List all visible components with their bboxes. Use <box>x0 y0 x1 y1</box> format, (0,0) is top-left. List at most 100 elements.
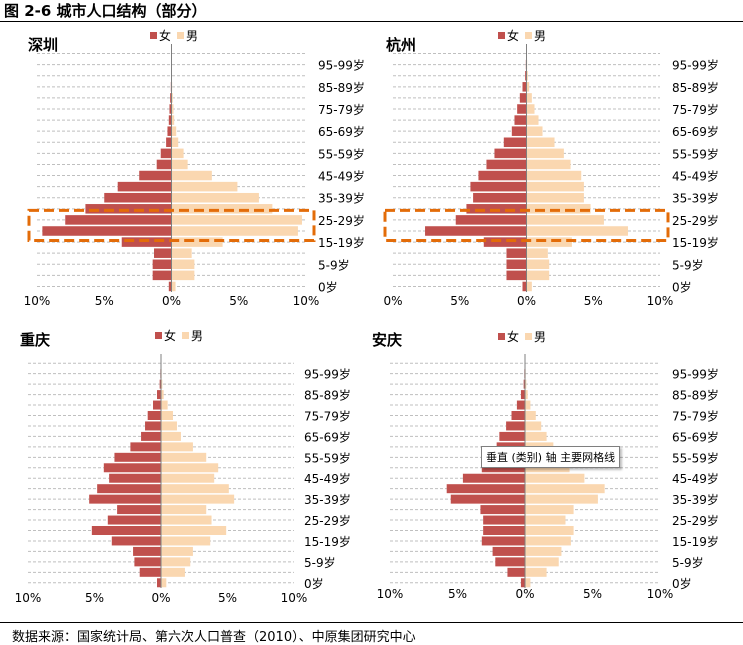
bar-female-55-59岁 <box>160 148 172 159</box>
bar-female-20-24 <box>42 226 172 236</box>
bar-female-65-69岁 <box>167 126 172 136</box>
bar-female-25-29岁 <box>483 515 525 525</box>
age-tick-label: 25-29岁 <box>672 213 719 228</box>
age-tick-label: 55-59岁 <box>318 146 365 161</box>
legend-label: 女 <box>159 28 171 43</box>
bar-female-65-69岁 <box>511 126 527 136</box>
bar-female-15-19岁 <box>483 237 527 247</box>
bar-male-65-69岁 <box>526 126 543 136</box>
bar-male-35-39岁 <box>525 494 598 504</box>
bar-male-5-9岁 <box>525 557 559 567</box>
bar-female-90-94 <box>525 70 527 81</box>
bar-female-45-49岁 <box>139 170 172 181</box>
bar-male-65-69岁 <box>161 431 181 441</box>
legend-label: 女 <box>164 328 176 343</box>
age-tick-label: 45-49岁 <box>672 169 719 184</box>
age-tick-label: 5-9岁 <box>672 555 704 570</box>
bar-male-30-34 <box>525 505 574 515</box>
x-tick-label: 0% <box>151 591 170 605</box>
bar-female-80-84 <box>170 93 172 103</box>
bar-female-85-89岁 <box>522 82 527 92</box>
bar-female-30-34 <box>85 204 172 214</box>
bar-male-80-84 <box>526 93 532 103</box>
bar-female-20-24 <box>483 526 525 535</box>
x-tick-label: 0% <box>517 294 536 308</box>
x-tick-label: 5% <box>448 587 467 601</box>
bar-male-40-44 <box>171 181 238 192</box>
bar-male-85-89岁 <box>526 82 530 92</box>
bar-female-55-59岁 <box>114 452 161 462</box>
x-tick-label: 10% <box>293 294 320 308</box>
bar-female-0岁 <box>157 578 161 588</box>
highlight-box-20-29 <box>383 208 670 243</box>
bar-female-35-39岁 <box>89 494 161 504</box>
age-tick-label: 95-99岁 <box>318 58 365 73</box>
axis-gridline-tooltip: 垂直 (类别) 轴 主要网格线 <box>481 446 621 468</box>
bar-male-60-64 <box>171 137 179 148</box>
age-tick-label: 55-59岁 <box>672 146 719 161</box>
x-tick-label: 10% <box>647 587 674 601</box>
bar-female-65-69岁 <box>499 431 525 441</box>
age-tick-label: 95-99岁 <box>304 367 351 382</box>
bar-male-1-4 <box>171 270 195 281</box>
bar-male-85-89岁 <box>525 390 528 400</box>
age-tick-label: 0岁 <box>672 576 692 591</box>
bar-male-25-29岁 <box>526 215 604 225</box>
bar-female-70-74 <box>168 115 172 125</box>
bar-female-60-64 <box>503 137 527 148</box>
bar-female-1-4 <box>506 270 527 281</box>
pyramid-charts: 深圳女男0岁5-9岁15-19岁25-29岁35-39岁45-49岁55-59岁… <box>15 28 719 605</box>
bar-female-10-14 <box>133 546 161 556</box>
legend-label: 男 <box>534 330 546 344</box>
bar-female-40-44 <box>97 484 161 494</box>
age-tick-label: 5-9岁 <box>672 257 704 272</box>
figure-title: 图 2-6 城市人口结构（部分） <box>4 2 207 20</box>
bar-female-45-49岁 <box>462 473 525 483</box>
bar-male-20-24 <box>526 226 628 236</box>
age-tick-label: 95-99岁 <box>672 58 719 73</box>
title-divider <box>0 21 743 22</box>
bar-female-15-19岁 <box>481 536 525 546</box>
bar-male-90-94 <box>526 70 528 81</box>
bar-female-85-89岁 <box>520 390 525 400</box>
age-tick-label: 85-89岁 <box>672 80 719 95</box>
legend-label: 男 <box>191 329 203 343</box>
bar-female-50-54 <box>103 463 161 473</box>
bar-male-75-79岁 <box>526 104 535 114</box>
bar-female-55-59岁 <box>494 148 527 159</box>
bar-female-75-79岁 <box>511 411 525 420</box>
legend-swatch-female <box>498 333 505 340</box>
bar-male-50-54 <box>161 463 219 473</box>
legend-label: 男 <box>186 29 198 43</box>
chart-title: 杭州 <box>386 36 416 54</box>
bar-female-45-49岁 <box>478 170 527 181</box>
bar-male-30-34 <box>526 204 591 214</box>
age-tick-label: 25-29岁 <box>672 513 719 528</box>
age-tick-label: 35-39岁 <box>304 492 351 507</box>
bar-male-5-9岁 <box>526 259 550 270</box>
bar-male-10-14 <box>161 546 193 556</box>
bar-male-40-44 <box>526 181 584 192</box>
bar-male-80-84 <box>171 93 173 103</box>
bar-male-20-24 <box>171 226 298 236</box>
age-tick-label: 15-19岁 <box>672 235 719 250</box>
bar-male-20-24 <box>525 526 574 535</box>
bar-male-5-9岁 <box>161 557 191 567</box>
age-tick-label: 35-39岁 <box>672 191 719 206</box>
bar-female-30-34 <box>480 505 525 515</box>
bar-male-70-74 <box>526 115 539 125</box>
legend-swatch-female <box>155 332 162 339</box>
legend-swatch-female <box>498 32 505 39</box>
bar-female-50-54 <box>156 159 172 170</box>
bar-male-10-14 <box>526 248 548 258</box>
age-tick-label: 0岁 <box>672 279 692 294</box>
bar-female-15-19岁 <box>121 237 172 247</box>
age-tick-label: 45-49岁 <box>318 169 365 184</box>
bar-male-65-69岁 <box>171 126 177 136</box>
bar-female-25-29岁 <box>455 215 527 225</box>
bar-male-30-34 <box>171 204 273 214</box>
bar-male-35-39岁 <box>161 494 235 504</box>
bar-female-1-4 <box>507 567 525 577</box>
bar-male-45-49岁 <box>525 473 585 483</box>
legend-swatch-male <box>177 32 184 39</box>
